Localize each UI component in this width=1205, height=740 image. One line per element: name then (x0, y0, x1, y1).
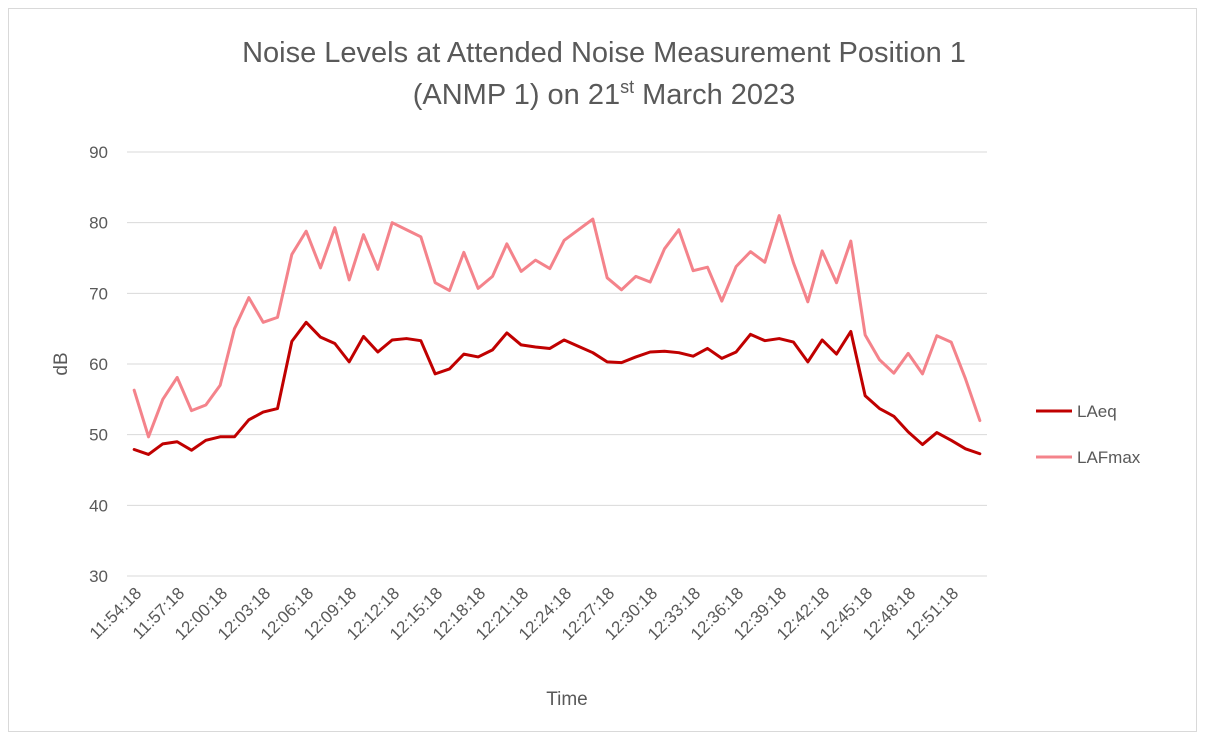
chart-title: Noise Levels at Attended Noise Measureme… (242, 37, 966, 69)
series-line (132, 214, 982, 439)
y-tick-label: 70 (89, 284, 108, 303)
legend-label: LAFmax (1077, 448, 1141, 467)
chart-frame (8, 8, 1197, 732)
chart-title: st (620, 77, 634, 97)
chart-title: (ANMP 1) on 21st March 2023 (413, 77, 796, 111)
y-tick-label: 40 (89, 496, 108, 515)
series-line (132, 320, 982, 456)
y-tick-label: 30 (89, 567, 108, 586)
y-tick-label: 60 (89, 355, 108, 374)
y-tick-label: 90 (89, 143, 108, 162)
y-tick-label: 80 (89, 214, 108, 233)
x-axis-label: Time (546, 689, 588, 710)
legend-label: LAeq (1077, 402, 1117, 421)
chart-title: March 2023 (642, 79, 795, 111)
y-axis-label: dB (51, 352, 72, 375)
y-tick-label: 50 (89, 426, 108, 445)
chart-title: (ANMP 1) on 21 (413, 79, 620, 111)
